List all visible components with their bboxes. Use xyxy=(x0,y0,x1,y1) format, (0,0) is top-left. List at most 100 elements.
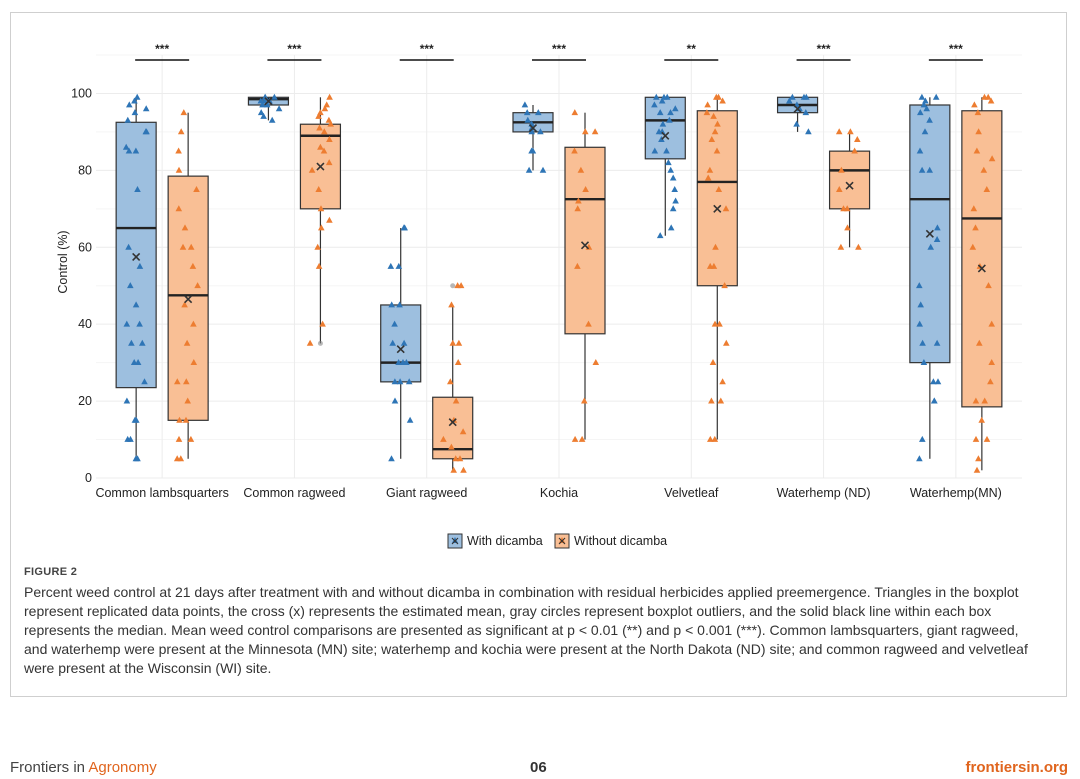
data-point xyxy=(918,166,926,173)
data-point xyxy=(181,224,189,231)
data-point xyxy=(134,186,141,192)
data-point xyxy=(127,282,134,289)
data-point xyxy=(449,339,457,346)
legend-point-icon xyxy=(559,537,565,543)
x-tick-label: Waterhemp(MN) xyxy=(910,486,1002,500)
data-point xyxy=(529,147,537,154)
data-point xyxy=(174,378,181,385)
data-point xyxy=(916,147,924,154)
mean-marker xyxy=(528,123,538,133)
data-point xyxy=(537,128,544,135)
data-point xyxy=(713,147,721,154)
data-point xyxy=(318,224,325,231)
data-point xyxy=(669,174,677,181)
data-point xyxy=(851,147,858,154)
data-point xyxy=(181,301,188,308)
data-point xyxy=(571,435,579,442)
data-point xyxy=(970,205,978,212)
y-tick-label: 20 xyxy=(78,394,92,408)
data-point xyxy=(325,116,333,123)
x-tick-label: Giant ragweed xyxy=(386,486,467,500)
data-point xyxy=(193,186,200,192)
data-point xyxy=(308,166,316,173)
outlier-point xyxy=(317,340,323,346)
x-tick-label: Kochia xyxy=(540,486,578,500)
data-point xyxy=(132,147,140,154)
data-point xyxy=(591,128,599,135)
data-point xyxy=(916,320,923,327)
mean-marker xyxy=(448,418,457,427)
data-point xyxy=(660,93,668,100)
data-point xyxy=(448,443,455,450)
data-point xyxy=(714,120,721,127)
data-point xyxy=(452,397,460,404)
data-point xyxy=(802,109,810,116)
x-tick-label: Common ragweed xyxy=(243,486,345,500)
data-point xyxy=(930,378,937,385)
data-point xyxy=(183,339,191,346)
data-point xyxy=(456,455,464,462)
data-point xyxy=(326,216,333,223)
data-point xyxy=(983,186,991,192)
y-tick-label: 100 xyxy=(71,86,92,100)
data-point xyxy=(919,339,926,346)
data-point xyxy=(175,435,183,442)
data-point xyxy=(388,301,395,308)
data-point xyxy=(122,143,130,150)
outlier-point xyxy=(450,283,456,289)
journal-accent: Agronomy xyxy=(88,759,157,776)
data-point xyxy=(139,339,146,346)
data-point xyxy=(257,109,265,116)
data-point xyxy=(455,339,463,346)
page-footer: Frontiers in Agronomy 06 frontiersin.org xyxy=(0,752,1080,776)
mean-marker xyxy=(316,162,325,171)
data-point xyxy=(653,93,660,100)
data-point xyxy=(126,101,133,108)
data-point xyxy=(574,262,581,269)
data-point xyxy=(400,339,408,346)
data-point xyxy=(843,205,851,212)
data-point xyxy=(460,466,467,473)
data-point xyxy=(131,109,139,116)
data-point xyxy=(271,93,278,100)
data-point xyxy=(448,301,455,308)
journal-name: Frontiers in Agronomy xyxy=(10,759,157,776)
data-point xyxy=(669,205,677,212)
data-point xyxy=(450,466,457,473)
data-point xyxy=(838,166,845,173)
data-point xyxy=(704,174,712,181)
data-point xyxy=(320,147,328,154)
data-point xyxy=(314,243,321,250)
data-point xyxy=(133,93,141,100)
data-point xyxy=(124,116,132,123)
data-point xyxy=(317,205,325,212)
y-tick-label: 40 xyxy=(78,317,92,331)
data-point xyxy=(933,339,941,346)
x-tick-label: Velvetleaf xyxy=(664,486,719,500)
data-point xyxy=(671,186,678,192)
box xyxy=(961,110,1003,408)
data-point xyxy=(454,359,462,365)
mean-marker xyxy=(925,229,934,238)
y-tick-label: 60 xyxy=(78,240,92,254)
data-point xyxy=(786,97,793,104)
data-point xyxy=(132,301,140,308)
data-point xyxy=(667,224,675,231)
data-point xyxy=(711,435,719,442)
significance-label: *** xyxy=(817,42,831,56)
data-point xyxy=(391,397,399,404)
data-point xyxy=(665,159,672,166)
data-point xyxy=(176,416,183,423)
data-point xyxy=(805,128,812,135)
data-point xyxy=(988,359,995,365)
data-point xyxy=(708,136,716,142)
x-axis: Common lambsquarters Common ragweed Giant … xyxy=(95,486,1001,500)
data-point xyxy=(447,378,454,385)
journal-site-link[interactable]: frontiersin.org xyxy=(965,759,1068,776)
data-point xyxy=(917,109,924,116)
data-point xyxy=(835,128,843,135)
data-point xyxy=(710,262,718,269)
data-point xyxy=(326,93,333,100)
data-point xyxy=(134,455,141,462)
data-point xyxy=(919,435,926,442)
